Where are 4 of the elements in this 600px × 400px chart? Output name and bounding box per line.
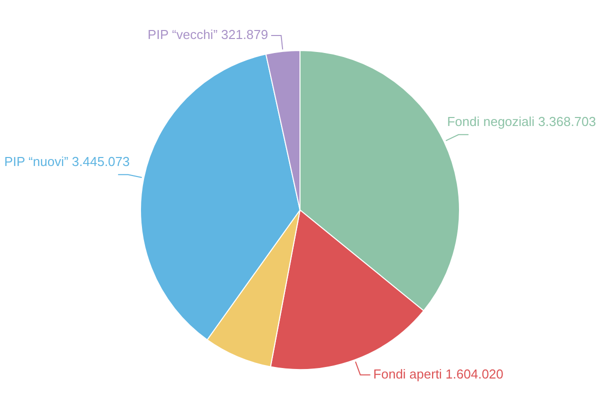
slice-label: Fondi aperti 1.604.020 — [373, 366, 504, 382]
slice-label: Fondi negoziali 3.368.703 — [447, 114, 596, 130]
slice-label: PIP “nuovi” 3.445.073 — [4, 154, 130, 170]
slice-label: PIP “vecchi” 321.879 — [148, 27, 268, 42]
